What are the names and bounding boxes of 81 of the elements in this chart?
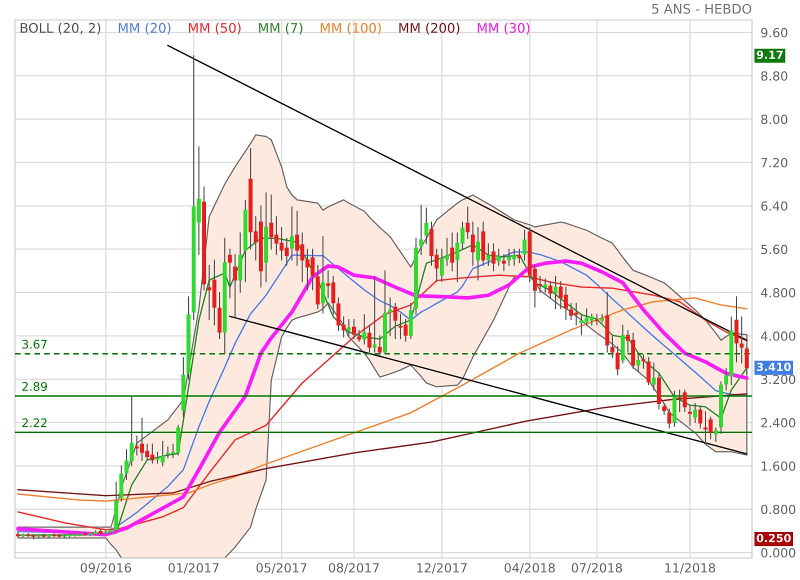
annotation: 9.17 <box>756 50 783 59</box>
candlestick <box>346 319 351 336</box>
y-tick-label: 8.00 <box>761 114 788 124</box>
candlestick <box>424 207 428 244</box>
candlestick <box>419 204 424 256</box>
candlestick <box>486 243 490 266</box>
y-tick-label: 7.20 <box>761 158 788 168</box>
candlestick <box>470 222 475 266</box>
candlestick <box>476 226 480 281</box>
candlestick <box>734 296 738 362</box>
candlestick <box>378 335 382 356</box>
candlestick <box>466 206 470 239</box>
candlestick <box>714 427 718 442</box>
text: MM (20) <box>118 22 170 34</box>
y-tick-label: 4.800 <box>760 288 796 298</box>
text: MM (7) <box>259 22 302 34</box>
candlestick <box>233 254 238 318</box>
text: MM (30) <box>478 22 530 34</box>
candlestick <box>357 330 362 342</box>
candlestick <box>646 356 651 386</box>
candlestick <box>610 335 614 358</box>
y-tick-label: 4.000 <box>760 331 796 341</box>
chart-subtitle: 5 ANS - HEBDO <box>652 4 752 14</box>
candlestick <box>693 403 698 424</box>
candlestick <box>496 248 501 266</box>
candlestick <box>594 314 599 326</box>
candlestick <box>740 316 744 364</box>
x-tick-label: 05/2017 <box>256 563 306 574</box>
x-tick-label: 09/2016 <box>80 563 132 574</box>
candlestick <box>554 276 558 310</box>
y-tick-label: 0.800 <box>761 504 796 514</box>
candlestick <box>119 465 124 502</box>
text: MM (100) <box>320 22 381 34</box>
line-series <box>17 393 748 496</box>
candlestick <box>502 254 506 272</box>
candlestick <box>548 281 552 298</box>
x-tick-label: 01/2017 <box>168 563 219 574</box>
ref-line-label: 2.89 <box>22 382 47 391</box>
candlestick <box>290 206 294 261</box>
y-tick-label: 1.600 <box>762 461 796 471</box>
candlestick <box>368 324 372 353</box>
candlestick <box>388 297 392 336</box>
candlestick <box>543 278 548 294</box>
candlestick <box>517 248 522 264</box>
candlestick <box>362 314 366 345</box>
annotation: 3.410 <box>756 362 791 372</box>
candlestick <box>698 406 702 429</box>
candlestick <box>744 346 749 374</box>
x-tick-label: 04/2018 <box>504 563 555 574</box>
annotation: 0.250 <box>756 534 791 542</box>
y-tick-label: 6.40 <box>761 201 788 211</box>
y-tick-label: 2.400 <box>761 418 796 428</box>
candlestick <box>393 302 398 340</box>
candlestick <box>218 292 222 340</box>
candlestick <box>662 403 666 415</box>
candlestick <box>352 319 356 340</box>
candlestick <box>450 232 454 272</box>
x-tick-label: 12/2017 <box>417 563 467 574</box>
legend-title: BOLL (20, 2) <box>20 22 100 34</box>
x-tick-label: 11/2018 <box>665 563 716 574</box>
candlestick <box>492 243 496 272</box>
y-tick-label: 0.000 <box>761 548 796 558</box>
y-tick-label: 5.60 <box>761 244 788 254</box>
y-tick-label: 8.80 <box>761 71 788 81</box>
text: MM (200) <box>399 22 460 34</box>
y-tick-label: 3.200 <box>761 374 796 384</box>
candlestick <box>522 230 527 261</box>
ref-line-label: 3.67 <box>22 340 47 349</box>
candlestick <box>372 276 377 353</box>
ref-line-label: 2.22 <box>22 418 47 428</box>
candlestick <box>652 362 656 391</box>
y-tick-label: 9.60 <box>761 28 788 38</box>
candlestick <box>616 346 620 376</box>
candlestick <box>667 408 672 429</box>
x-tick-label: 07/2018 <box>572 563 622 574</box>
x-tick-label: 08/2017 <box>328 563 379 574</box>
candlestick <box>228 248 232 298</box>
candlestick <box>688 406 692 426</box>
text: MM (50) <box>188 22 241 34</box>
line-series <box>17 297 748 502</box>
candlestick <box>320 236 325 314</box>
